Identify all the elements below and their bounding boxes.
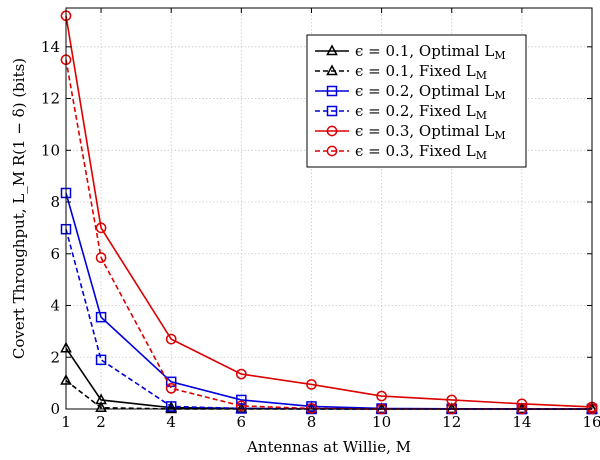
legend-marker bbox=[326, 44, 338, 56]
y-tick-label: 12 bbox=[41, 90, 60, 108]
y-tick-label: 10 bbox=[41, 141, 60, 159]
y-tick-label: 6 bbox=[50, 245, 60, 263]
legend-marker bbox=[326, 64, 338, 76]
series-line bbox=[65, 15, 593, 408]
legend-label: ϵ = 0.3, Fixed LM bbox=[355, 142, 487, 162]
legend-entry: ϵ = 0.3, Fixed LM bbox=[315, 142, 487, 162]
series-3 bbox=[60, 187, 598, 415]
data-point bbox=[306, 379, 317, 390]
legend-entry: ϵ = 0.1, Optimal LM bbox=[315, 42, 506, 62]
legend-marker bbox=[326, 125, 338, 137]
legend-label: ϵ = 0.2, Fixed LM bbox=[355, 102, 487, 122]
legend: ϵ = 0.1, Optimal LMϵ = 0.1, Fixed LMϵ = … bbox=[306, 34, 527, 168]
legend-entry: ϵ = 0.1, Fixed LM bbox=[315, 62, 487, 82]
legend-entry: ϵ = 0.2, Optimal LM bbox=[315, 82, 506, 102]
data-point bbox=[95, 311, 107, 323]
data-point bbox=[95, 354, 107, 366]
data-point bbox=[376, 390, 387, 402]
x-tick-label: 1 bbox=[61, 413, 71, 431]
legend-entry: ϵ = 0.3, Optimal LM bbox=[315, 122, 506, 142]
legend-marker bbox=[326, 145, 338, 157]
x-tick-label: 14 bbox=[512, 413, 531, 431]
data-point bbox=[165, 402, 178, 414]
x-tick-label: 16 bbox=[582, 413, 600, 431]
series-line bbox=[65, 228, 592, 410]
y-tick-label: 14 bbox=[41, 38, 60, 56]
y-tick-label: 8 bbox=[50, 193, 60, 211]
data-point bbox=[95, 401, 107, 412]
y-tick-label: 0 bbox=[50, 400, 60, 418]
x-tick-label: 12 bbox=[442, 413, 461, 431]
legend-marker bbox=[326, 85, 338, 97]
data-point bbox=[306, 403, 317, 414]
x-tick-label: 10 bbox=[372, 413, 391, 431]
y-tick-label: 2 bbox=[50, 348, 60, 366]
legend-label: ϵ = 0.1, Fixed LM bbox=[355, 62, 487, 82]
x-tick-label: 4 bbox=[166, 413, 176, 431]
legend-label: ϵ = 0.3, Optimal LM bbox=[355, 122, 506, 142]
y-axis-label: Covert Throughput, L_M R(1 − δ) (bits) bbox=[10, 58, 28, 359]
data-point bbox=[95, 252, 107, 264]
data-point bbox=[165, 382, 177, 394]
data-point bbox=[165, 333, 177, 345]
legend-box bbox=[306, 34, 527, 168]
x-tick-label: 6 bbox=[237, 413, 247, 431]
plot-frame bbox=[65, 7, 593, 410]
data-point bbox=[235, 400, 247, 412]
legend-label: ϵ = 0.1, Optimal LM bbox=[355, 42, 506, 62]
series-4 bbox=[60, 223, 598, 415]
data-point bbox=[165, 401, 177, 412]
x-axis-label: Antennas at Willie, M bbox=[246, 438, 411, 456]
legend-marker bbox=[326, 105, 338, 117]
legend-entry: ϵ = 0.2, Fixed LM bbox=[315, 102, 487, 122]
x-tick-label: 8 bbox=[307, 413, 317, 431]
y-tick-label: 4 bbox=[50, 297, 60, 315]
legend-label: ϵ = 0.2, Optimal LM bbox=[355, 82, 506, 102]
series-line bbox=[65, 192, 592, 410]
data-point bbox=[235, 368, 247, 380]
x-tick-label: 2 bbox=[96, 413, 106, 431]
data-point bbox=[165, 376, 177, 388]
